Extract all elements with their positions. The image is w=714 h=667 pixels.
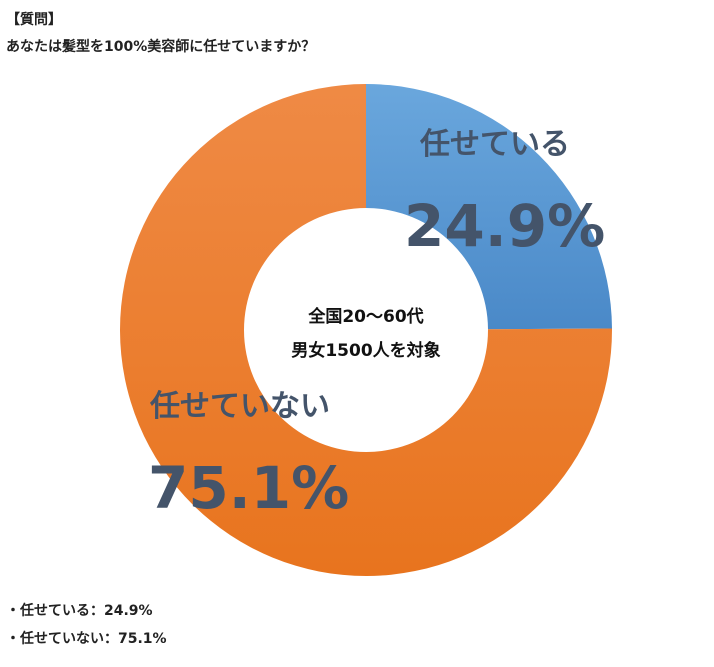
legend-item-no: ・任せていない：75.1% [6, 628, 167, 648]
legend-separator: ： [104, 631, 118, 647]
pie-slice-1 [366, 84, 612, 330]
center-label: 全国20～60代 [307, 306, 423, 327]
slice-value-label: 24.9% [404, 192, 605, 260]
legend-value: 75.1% [118, 631, 167, 647]
legend-separator: ： [90, 603, 104, 619]
pie-slice-2 [119, 84, 613, 576]
legend-value: 24.9% [104, 603, 153, 619]
slice-value-label: 75.1% [148, 454, 349, 522]
legend-item-yes: ・任せている：24.9% [6, 600, 153, 620]
legend-label: 任せている [20, 603, 90, 619]
legend-bullet: ・ [6, 603, 20, 619]
slice-label: 任せている [419, 127, 570, 162]
legend-bullet: ・ [6, 631, 20, 647]
center-label: 男女1500人を対象 [291, 340, 440, 361]
question-tag: 【質問】 [6, 12, 62, 28]
slice-label: 任せていない [149, 389, 330, 424]
question-text: あなたは髪型を100%美容師に任せていますか？ [6, 39, 316, 55]
legend-label: 任せていない [20, 631, 104, 647]
